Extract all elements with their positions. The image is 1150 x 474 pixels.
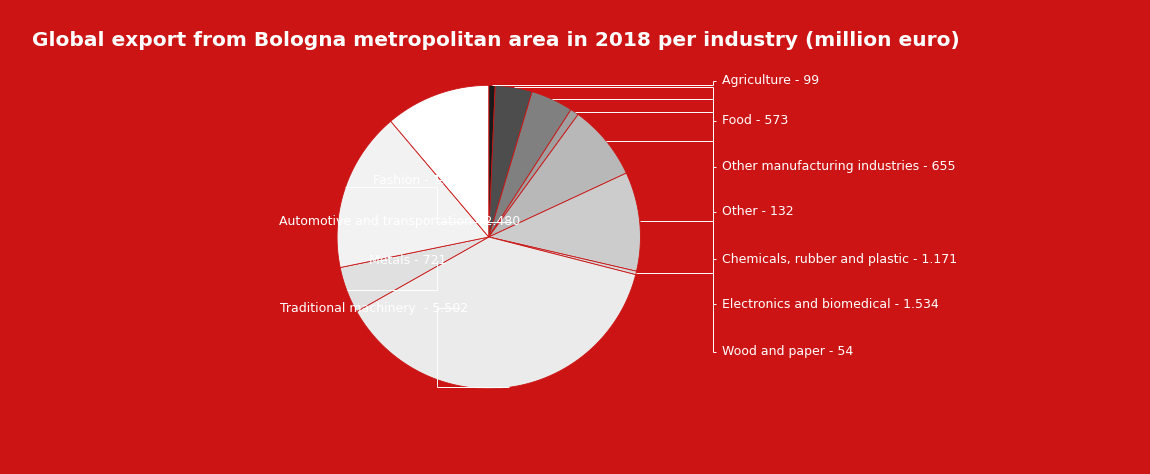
- Polygon shape: [489, 114, 627, 237]
- Polygon shape: [489, 237, 636, 274]
- Text: Agriculture - 99: Agriculture - 99: [722, 74, 819, 87]
- Text: Global export from Bologna metropolitan area in 2018 per industry (million euro): Global export from Bologna metropolitan …: [32, 31, 960, 50]
- Text: Wood and paper - 54: Wood and paper - 54: [722, 345, 853, 358]
- Polygon shape: [489, 85, 532, 237]
- Polygon shape: [489, 109, 578, 237]
- Polygon shape: [356, 237, 636, 389]
- Text: Automotive and transportation - 2.480: Automotive and transportation - 2.480: [279, 215, 520, 228]
- Polygon shape: [340, 237, 489, 311]
- Text: Metals - 721: Metals - 721: [369, 254, 446, 267]
- Text: Food - 573: Food - 573: [722, 114, 789, 128]
- Text: Other manufacturing industries - 655: Other manufacturing industries - 655: [722, 160, 956, 173]
- Text: Traditional machinery  - 5.502: Traditional machinery - 5.502: [279, 301, 468, 315]
- Polygon shape: [489, 173, 641, 271]
- Text: Chemicals, rubber and plastic - 1.171: Chemicals, rubber and plastic - 1.171: [722, 253, 957, 266]
- Polygon shape: [337, 121, 489, 267]
- Polygon shape: [489, 91, 572, 237]
- Text: Other - 132: Other - 132: [722, 205, 794, 219]
- Text: Electronics and biomedical - 1.534: Electronics and biomedical - 1.534: [722, 298, 938, 311]
- Text: Fashion - 1.626: Fashion - 1.626: [374, 173, 469, 187]
- Polygon shape: [489, 85, 496, 237]
- Polygon shape: [391, 85, 489, 237]
